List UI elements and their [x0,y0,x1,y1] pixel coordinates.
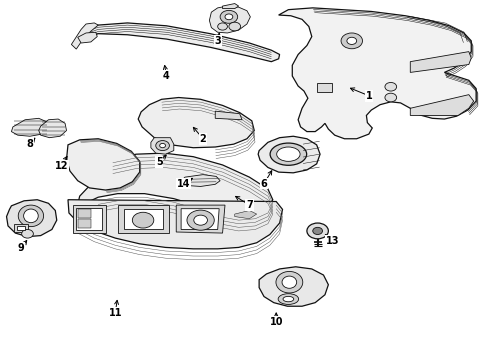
Ellipse shape [18,205,43,226]
Text: 5: 5 [156,157,162,167]
Text: 8: 8 [26,139,33,149]
Polygon shape [66,139,140,190]
Text: 11: 11 [108,308,122,318]
Circle shape [132,212,154,228]
Circle shape [306,223,328,239]
Polygon shape [209,6,250,33]
Polygon shape [17,226,25,230]
Polygon shape [409,51,470,72]
Polygon shape [151,138,173,154]
Polygon shape [11,118,48,136]
Ellipse shape [269,143,306,165]
Polygon shape [73,205,105,233]
Circle shape [193,215,207,225]
Text: 10: 10 [269,317,283,327]
Circle shape [384,82,396,91]
Text: 2: 2 [199,134,206,144]
Polygon shape [68,200,282,249]
Polygon shape [118,205,168,233]
Polygon shape [409,95,473,116]
Polygon shape [39,119,66,138]
Circle shape [156,140,169,150]
Text: 4: 4 [163,71,169,81]
Circle shape [340,33,362,49]
Polygon shape [181,209,219,229]
Polygon shape [234,211,256,219]
Ellipse shape [283,296,293,302]
Text: 3: 3 [214,36,221,46]
Circle shape [384,93,396,102]
Polygon shape [78,153,272,217]
Polygon shape [76,208,102,230]
Polygon shape [222,4,238,9]
Polygon shape [6,200,57,237]
Text: 1: 1 [365,91,371,101]
Text: 9: 9 [18,243,24,253]
Circle shape [220,10,237,23]
Polygon shape [180,175,220,186]
Polygon shape [278,8,475,139]
Text: 6: 6 [260,179,267,189]
Polygon shape [138,98,254,148]
Text: 14: 14 [177,179,190,189]
Polygon shape [14,224,27,232]
Circle shape [159,143,165,148]
Ellipse shape [23,209,38,223]
Circle shape [217,23,227,30]
Polygon shape [78,210,91,218]
Circle shape [224,14,232,20]
Circle shape [312,227,322,234]
Polygon shape [258,136,320,173]
Text: 13: 13 [325,236,338,246]
Ellipse shape [282,276,296,288]
Polygon shape [259,267,328,306]
Polygon shape [215,111,242,120]
Text: 7: 7 [245,200,252,210]
Ellipse shape [276,147,300,161]
Polygon shape [78,32,97,43]
Circle shape [21,229,33,238]
Polygon shape [176,205,224,233]
Circle shape [346,37,356,44]
Polygon shape [71,23,98,49]
Polygon shape [316,83,331,92]
Circle shape [228,22,240,31]
Polygon shape [123,209,162,229]
Ellipse shape [278,294,298,305]
Ellipse shape [275,271,302,293]
Text: 12: 12 [55,161,68,171]
Circle shape [186,210,214,230]
Polygon shape [78,220,91,228]
Polygon shape [79,23,279,62]
